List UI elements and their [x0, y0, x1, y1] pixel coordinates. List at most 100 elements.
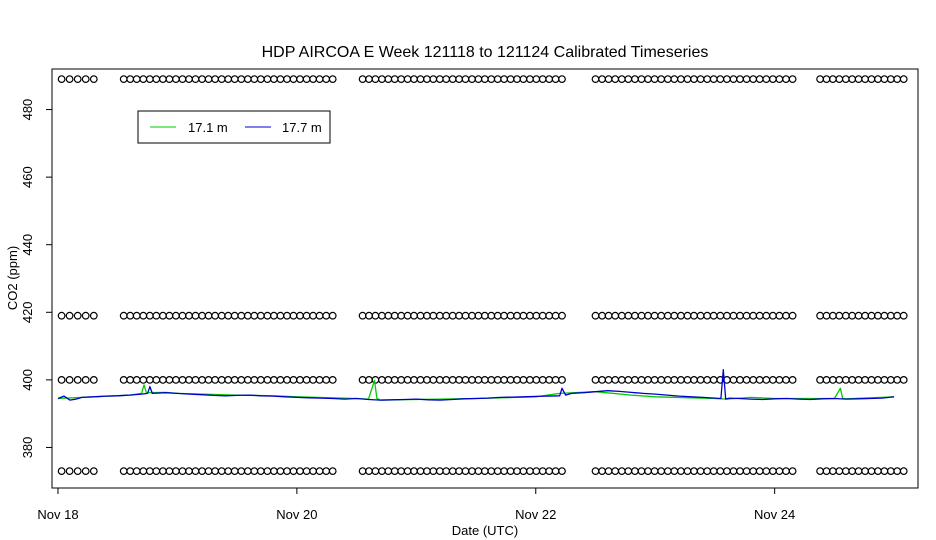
calibration-point-174 — [390, 376, 399, 384]
plot-frame — [51, 68, 919, 489]
calibration-point-386 — [762, 376, 771, 384]
calibration-point-439 — [867, 467, 876, 476]
calibration-point-106 — [256, 376, 265, 384]
calibration-point-127 — [289, 467, 298, 476]
legend-label-17-1m: 17.1 m — [188, 120, 228, 135]
x-tick-label-1: Nov 20 — [276, 507, 317, 522]
calibration-point-345 — [696, 311, 705, 320]
calibration-point-288 — [604, 75, 613, 83]
calibration-point-56 — [178, 75, 187, 83]
calibration-point-279 — [558, 467, 566, 476]
calibration-point-78 — [211, 376, 220, 384]
calibration-point-442 — [874, 376, 882, 384]
calibration-point-393 — [775, 311, 784, 320]
calibration-point-379 — [749, 467, 758, 476]
calibration-point-81 — [217, 311, 226, 320]
calibration-point-283 — [591, 467, 600, 476]
calibration-point-149 — [328, 311, 337, 320]
calibration-point-338 — [683, 376, 692, 384]
calibration-point-144 — [322, 75, 331, 83]
calibration-point-281 — [591, 311, 600, 320]
calibration-point-76 — [211, 75, 220, 83]
calibration-point-430 — [854, 376, 863, 384]
calibration-point-77 — [211, 311, 220, 320]
calibration-point-226 — [474, 376, 483, 384]
calibration-point-89 — [230, 311, 239, 320]
calibration-point-440 — [874, 75, 882, 83]
calibration-point-397 — [782, 311, 790, 320]
calibration-point-63 — [185, 467, 193, 476]
calibration-point-74 — [204, 376, 213, 384]
calibration-point-214 — [455, 376, 464, 384]
calibration-point-86 — [224, 376, 233, 384]
calibration-point-102 — [250, 376, 259, 384]
calibration-point-445 — [880, 311, 889, 320]
calibration-point-360 — [723, 75, 731, 83]
calibration-point-308 — [637, 75, 646, 83]
calibration-point-423 — [841, 467, 850, 476]
calibration-point-224 — [474, 75, 483, 83]
calibration-point-199 — [429, 467, 438, 476]
calibration-point-211 — [448, 467, 457, 476]
calibration-point-388 — [769, 75, 777, 83]
calibration-point-93 — [237, 311, 246, 320]
calibration-point-251 — [513, 467, 521, 476]
calibration-point-133 — [302, 311, 311, 320]
calibration-point-162 — [371, 376, 380, 384]
calibration-point-65 — [191, 311, 200, 320]
calibration-point-137 — [309, 311, 318, 320]
calibration-point-220 — [468, 75, 476, 83]
calibration-point-337 — [683, 311, 692, 320]
calibration-point-291 — [604, 467, 613, 476]
calibration-point-4 — [65, 75, 74, 83]
calibration-point-1 — [57, 311, 66, 320]
calibration-point-301 — [624, 311, 633, 320]
calibration-point-42 — [152, 376, 161, 384]
x-axis: Nov 18 Nov 20 Nov 22 Nov 24 — [37, 488, 795, 522]
calibration-point-332 — [677, 75, 685, 83]
calibration-point-114 — [270, 376, 278, 384]
calibration-point-178 — [397, 376, 406, 384]
calibration-point-277 — [558, 311, 566, 320]
calibration-point-196 — [429, 75, 438, 83]
calibration-point-270 — [545, 376, 554, 384]
calibration-point-158 — [365, 376, 373, 384]
calibration-point-237 — [493, 311, 502, 320]
calibration-point-191 — [416, 467, 425, 476]
calibration-point-80 — [217, 75, 226, 83]
calibration-point-128 — [296, 75, 304, 83]
calibration-point-188 — [416, 75, 425, 83]
calibration-point-299 — [617, 467, 626, 476]
calibration-point-27 — [126, 467, 135, 476]
calibration-point-404 — [816, 75, 824, 83]
calibration-point-104 — [256, 75, 265, 83]
calibration-point-7 — [65, 467, 74, 476]
calibration-point-183 — [403, 467, 412, 476]
calibration-point-172 — [390, 75, 399, 83]
calibration-point-378 — [749, 376, 758, 384]
calibration-point-108 — [263, 75, 272, 83]
calibration-point-405 — [816, 311, 824, 320]
calibration-point-101 — [250, 311, 259, 320]
calibration-point-244 — [506, 75, 515, 83]
calibration-point-410 — [822, 376, 831, 384]
calibration-point-282 — [591, 376, 600, 384]
calibration-point-99 — [243, 467, 252, 476]
calibration-point-218 — [461, 376, 470, 384]
calibration-point-57 — [178, 311, 187, 320]
calibration-point-206 — [442, 376, 451, 384]
calibration-point-181 — [403, 311, 412, 320]
calibration-point-165 — [378, 311, 386, 320]
calibration-point-432 — [861, 75, 869, 83]
calibration-point-55 — [171, 467, 180, 476]
calibration-point-75 — [204, 467, 213, 476]
calibration-point-207 — [442, 467, 451, 476]
calibration-point-402 — [788, 376, 797, 384]
calibration-point-380 — [755, 75, 764, 83]
calibration-point-374 — [742, 376, 751, 384]
calibration-point-418 — [835, 376, 844, 384]
calibration-point-390 — [769, 376, 777, 384]
calibration-point-427 — [848, 467, 857, 476]
calibration-point-64 — [191, 75, 200, 83]
